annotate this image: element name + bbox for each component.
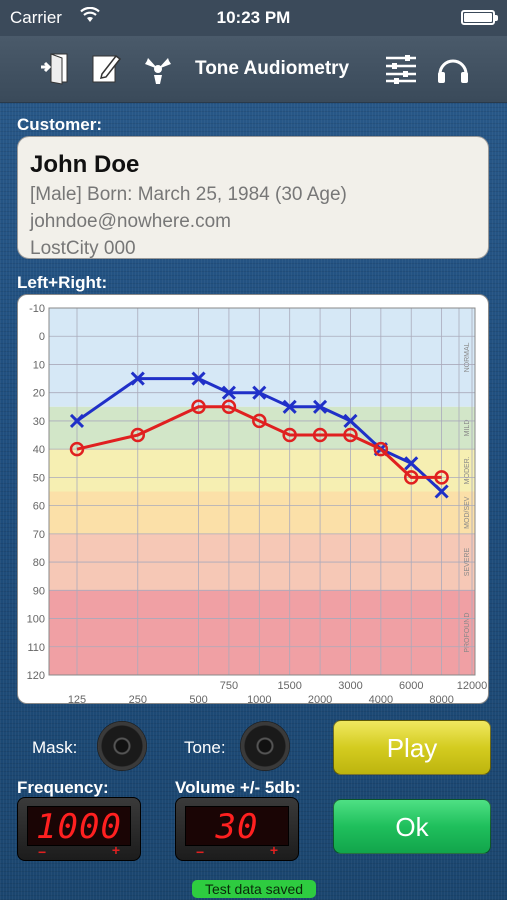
y-tick-label: 40 [33,444,45,456]
x-tick-label-lower: 125 [68,694,86,705]
customer-label: Customer: [17,115,103,134]
x-tick-label-upper: 1500 [277,680,301,692]
chart-label: Left+Right: [17,273,108,292]
customer-email: johndoe@nowhere.com [30,211,231,232]
data-point-x [191,371,206,386]
battery-icon [461,10,498,25]
customer-name: John Doe [30,151,140,178]
toolbar: Tone Audiometry [0,36,507,103]
y-tick-label: 100 [27,614,45,626]
settings-sliders-icon[interactable] [383,50,419,86]
data-point-x [404,456,419,471]
band-mild [49,406,475,450]
y-tick-label: 70 [33,529,45,541]
radiation-icon[interactable] [140,50,176,86]
mask-label: Mask: [32,738,78,757]
x-tick-label-lower: 500 [189,694,207,705]
y-tick-label: 50 [33,472,45,484]
y-tick-label: 80 [33,557,45,569]
status-message: Test data saved [192,880,316,898]
customer-address: LostCity 000 [30,238,136,259]
y-tick-label: 60 [33,501,45,513]
play-button[interactable]: Play [333,720,491,775]
data-point-x [252,385,267,400]
plot-border [48,307,476,676]
band-label: PROFOUND [464,613,471,653]
y-tick-label: -10 [29,303,45,315]
x-tick-label-upper: 6000 [399,680,423,692]
tone-knob[interactable] [240,721,290,771]
y-tick-label: 90 [33,585,45,597]
x-tick-label-upper: 750 [220,680,238,692]
data-point-x [282,399,297,414]
page-title: Tone Audiometry [195,58,350,79]
volume-label: Volume +/- 5db: [175,778,301,797]
band-label: NORMAL [464,342,471,372]
data-point-x [130,371,145,386]
data-point-o [221,399,237,415]
x-tick-label-upper: 12000 [457,680,488,692]
tone-label: Tone: [184,738,226,757]
y-tick-label: 0 [39,331,45,343]
volume-value: 30 [185,806,289,847]
data-point-o [191,399,206,415]
data-point-o [343,427,358,443]
frequency-increase-button[interactable]: + [111,842,120,858]
data-point-o [130,427,146,443]
clock: 10:23 PM [216,8,291,27]
status-bar: Carrier 10:23 PM [0,0,507,36]
band-label: MODER. [464,456,471,484]
frequency-display[interactable]: 1000 − + [17,797,141,861]
x-tick-label-lower: 250 [129,694,147,705]
data-point-x [434,484,449,499]
data-point-o [403,470,419,485]
audiogram-svg: NORMALMILDMODER.MOD/SEVSEVEREPROFOUND-10… [27,303,488,705]
exit-door-icon[interactable] [38,50,74,86]
y-tick-label: 120 [27,670,45,682]
x-tick-label-lower: 8000 [429,694,453,705]
volume-display[interactable]: 30 − + [175,797,299,861]
volume-increase-button[interactable]: + [269,842,278,858]
series-line-right [76,405,442,479]
data-point-x [343,413,358,428]
x-tick-label-lower: 1000 [247,694,271,705]
edit-icon[interactable] [88,50,124,86]
volume-decrease-button[interactable]: − [196,844,205,860]
band-label: MILD [464,420,471,437]
y-tick-label: 10 [33,359,45,371]
data-point-x [313,399,328,414]
frequency-label: Frequency: [17,778,109,797]
data-point-o [252,413,267,429]
band-label: MOD/SEV [464,496,471,529]
customer-card[interactable]: John Doe [Male] Born: March 25, 1984 (30… [17,136,489,259]
data-point-o [434,470,449,485]
data-point-o [312,427,328,443]
x-tick-label-lower: 4000 [369,694,393,705]
x-tick-label-upper: 3000 [338,680,362,692]
customer-details: [Male] Born: March 25, 1984 (30 Age) [30,184,347,205]
y-tick-label: 20 [33,388,45,400]
x-tick-label-lower: 2000 [308,694,332,705]
carrier-label: Carrier [10,8,62,27]
data-point-x [221,385,236,400]
y-tick-label: 110 [27,642,45,654]
data-point-o [282,427,297,443]
ok-button[interactable]: Ok [333,799,491,854]
audiogram-chart[interactable]: NORMAL MILD MODER. MOD/SEV SEVERE PROFOUND -10… [17,294,489,705]
band-mod-sev [49,491,475,534]
band-profound [49,590,475,675]
frequency-decrease-button[interactable]: − [38,844,47,860]
data-point-x [69,413,85,428]
wifi-icon [80,6,100,28]
data-point-o [373,441,389,457]
frequency-value: 1000 [27,806,131,847]
y-tick-label: 30 [33,416,45,428]
data-point-o [69,441,85,457]
headphones-icon[interactable] [435,50,471,86]
mask-knob[interactable] [97,721,147,771]
